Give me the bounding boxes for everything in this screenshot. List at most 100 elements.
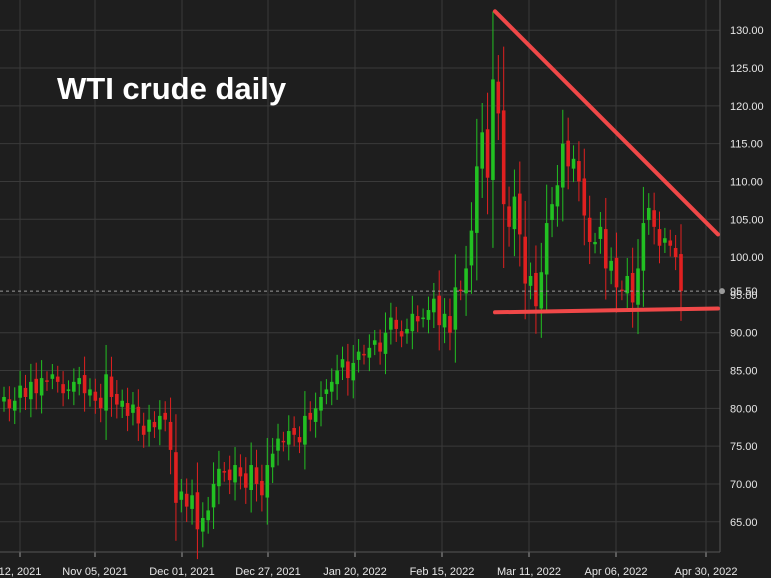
- candle-body: [544, 223, 549, 275]
- y-tick-label: 115.00: [730, 139, 763, 151]
- y-tick-label: 70.00: [730, 479, 758, 491]
- candle-body: [29, 381, 33, 400]
- candle-body: [243, 473, 248, 488]
- chart-title: WTI crude daily: [57, 71, 287, 106]
- candle-body: [367, 347, 372, 358]
- x-tick-label: Feb 15, 2022: [410, 566, 475, 578]
- y-tick-label: 130.00: [730, 25, 764, 37]
- candle-body: [453, 287, 458, 330]
- candle-body: [415, 316, 420, 322]
- candle-body: [179, 491, 184, 500]
- candle-body: [324, 389, 329, 394]
- candle-body: [238, 467, 243, 477]
- last-price-label: 95.50: [730, 286, 758, 298]
- candle-body: [34, 378, 39, 394]
- candle-body: [475, 166, 479, 233]
- candle-body: [201, 517, 205, 532]
- y-tick-label: 105.00: [730, 214, 764, 226]
- candle-body: [152, 421, 157, 428]
- candle-body: [539, 272, 544, 309]
- candle-body: [222, 471, 227, 473]
- last-price-marker: 95.50: [0, 286, 758, 298]
- candle-body: [249, 465, 253, 490]
- candle-body: [480, 132, 484, 169]
- candle-body: [614, 257, 619, 288]
- candle-body: [93, 391, 98, 401]
- candle-body: [39, 378, 44, 396]
- candle-body: [158, 415, 162, 430]
- candle-body: [260, 480, 264, 496]
- trendline-support: [493, 306, 720, 315]
- candle-body: [356, 351, 361, 360]
- candle-body: [88, 389, 92, 396]
- candle-body: [340, 359, 345, 368]
- candle-body: [609, 260, 613, 271]
- candle-body: [82, 375, 87, 394]
- candle-body: [394, 319, 399, 329]
- y-tick-label: 85.00: [730, 366, 758, 378]
- candle-body: [362, 353, 366, 356]
- candle-body: [55, 376, 60, 382]
- candle-body: [329, 381, 334, 392]
- candle-body: [501, 110, 506, 205]
- x-tick-label: Apr 30, 2022: [675, 566, 738, 578]
- candle-body: [136, 406, 141, 424]
- candle-body: [227, 469, 232, 481]
- candle-body: [534, 272, 538, 307]
- candle-body: [147, 419, 151, 432]
- last-price-dot: [719, 288, 725, 295]
- candle-body: [184, 493, 189, 507]
- y-tick-label: 100.00: [730, 252, 764, 264]
- candle-body: [297, 437, 302, 443]
- candle-body: [399, 331, 404, 337]
- y-tick-label: 90.00: [730, 328, 758, 340]
- candle-body: [507, 206, 511, 227]
- candle-body: [131, 404, 135, 413]
- x-tick-label: Dec 27, 2021: [235, 566, 300, 578]
- candle-body: [571, 158, 576, 169]
- candle-body: [7, 399, 12, 409]
- candle-body: [351, 362, 356, 381]
- candle-body: [663, 238, 667, 243]
- candle-body: [45, 380, 49, 382]
- x-tick-label: Dec 01, 2021: [149, 566, 214, 578]
- candle-body: [265, 465, 270, 498]
- trendline-resistance: [493, 9, 720, 237]
- candle-body: [673, 248, 678, 258]
- candle-body: [303, 415, 307, 445]
- candle-body: [442, 313, 447, 328]
- candle-body: [458, 289, 463, 292]
- candle-body: [432, 298, 436, 313]
- candle-body: [12, 400, 17, 411]
- candle-body: [372, 340, 377, 345]
- candle-body: [652, 210, 656, 227]
- x-tick-label: Apr 06, 2022: [585, 566, 648, 578]
- candle-body: [657, 229, 662, 246]
- candle-body: [217, 468, 221, 487]
- candle-body: [426, 310, 431, 320]
- candle-body: [319, 396, 323, 411]
- candle-body: [18, 385, 22, 398]
- candle-body: [104, 374, 108, 411]
- candle-body: [679, 254, 683, 292]
- candle-body: [168, 421, 173, 450]
- candle-body: [23, 387, 28, 397]
- candle-body: [190, 495, 194, 509]
- x-axis-labels: 12, 2021 Nov 05, 2021 Dec 01, 2021 Dec 27, …: [0, 566, 738, 578]
- candle-body: [98, 397, 103, 409]
- candle-body: [636, 268, 640, 305]
- candle-body: [555, 185, 560, 207]
- candle-body: [50, 374, 55, 379]
- candle-body: [346, 361, 350, 379]
- candle-body: [383, 332, 388, 354]
- candle-body: [421, 317, 425, 320]
- y-tick-label: 95.00: [730, 290, 758, 302]
- candlesticks: [2, 11, 683, 560]
- candle-body: [335, 370, 339, 385]
- candle-body: [582, 178, 587, 216]
- y-tick-label: 125.00: [730, 63, 764, 75]
- candle-body: [528, 276, 533, 286]
- y-tick-label: 120.00: [730, 101, 764, 113]
- candle-body: [566, 140, 570, 167]
- candle-body: [109, 376, 114, 397]
